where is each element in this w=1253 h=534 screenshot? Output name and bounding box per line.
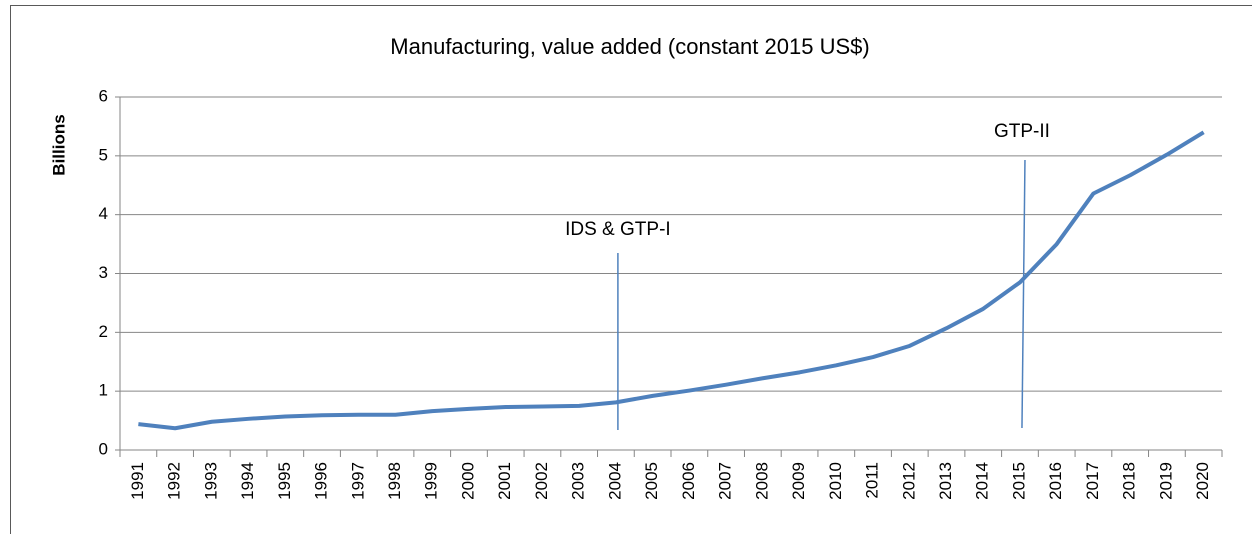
x-tick-label: 2014 — [973, 462, 992, 500]
annotation-text: GTP-II — [994, 121, 1050, 142]
x-tick-label: 1999 — [422, 462, 441, 500]
data-line — [138, 130, 1205, 431]
x-tick-label: 2019 — [1156, 462, 1175, 500]
x-tick-label: 2008 — [752, 462, 771, 500]
x-tick-label: 2012 — [899, 462, 918, 500]
x-tick-label: 2010 — [826, 462, 845, 500]
x-tick-label: 1995 — [275, 462, 294, 500]
y-tick-label: 2 — [99, 322, 108, 341]
annotation-line — [1021, 159, 1026, 429]
y-tick-label: 0 — [99, 439, 108, 458]
x-tick-label: 1993 — [201, 462, 220, 500]
x-tick-label: 2017 — [1083, 462, 1102, 500]
x-tick-label: 2000 — [458, 462, 477, 500]
y-axis-label: Billions — [49, 114, 68, 175]
x-tick-label: 2013 — [936, 462, 955, 500]
x-tick-label: 2005 — [642, 462, 661, 500]
x-tick-label: 2015 — [1009, 462, 1028, 500]
x-tick-label: 2004 — [605, 462, 624, 500]
y-tick-label: 5 — [99, 145, 108, 164]
y-tick-label: 4 — [99, 204, 108, 223]
y-tick-label: 3 — [99, 263, 108, 282]
annotation-text: IDS & GTP-I — [565, 219, 671, 240]
x-tick-label: 1991 — [128, 462, 147, 500]
x-tick-label: 1992 — [165, 462, 184, 500]
x-tick-label: 2009 — [789, 462, 808, 500]
y-tick-label: 1 — [99, 381, 108, 400]
x-tick-label: 2020 — [1193, 462, 1212, 500]
y-tick-label: 6 — [99, 86, 108, 105]
x-tick-label: 2002 — [532, 462, 551, 500]
x-tick-label: 2016 — [1046, 462, 1065, 500]
x-tick-label: 2011 — [863, 462, 882, 499]
x-tick-label: 2003 — [569, 462, 588, 500]
chart-title: Manufacturing, value added (constant 201… — [390, 34, 869, 59]
x-tick-label: 1994 — [238, 462, 257, 500]
x-tick-label: 2007 — [716, 462, 735, 500]
chart-frame — [10, 5, 1252, 534]
x-tick-label: 1997 — [348, 462, 367, 500]
x-tick-label: 1998 — [385, 462, 404, 500]
x-tick-label: 2006 — [679, 462, 698, 500]
x-tick-label: 2001 — [495, 462, 514, 500]
x-tick-label: 2018 — [1120, 462, 1139, 500]
x-tick-label: 1996 — [312, 462, 331, 500]
